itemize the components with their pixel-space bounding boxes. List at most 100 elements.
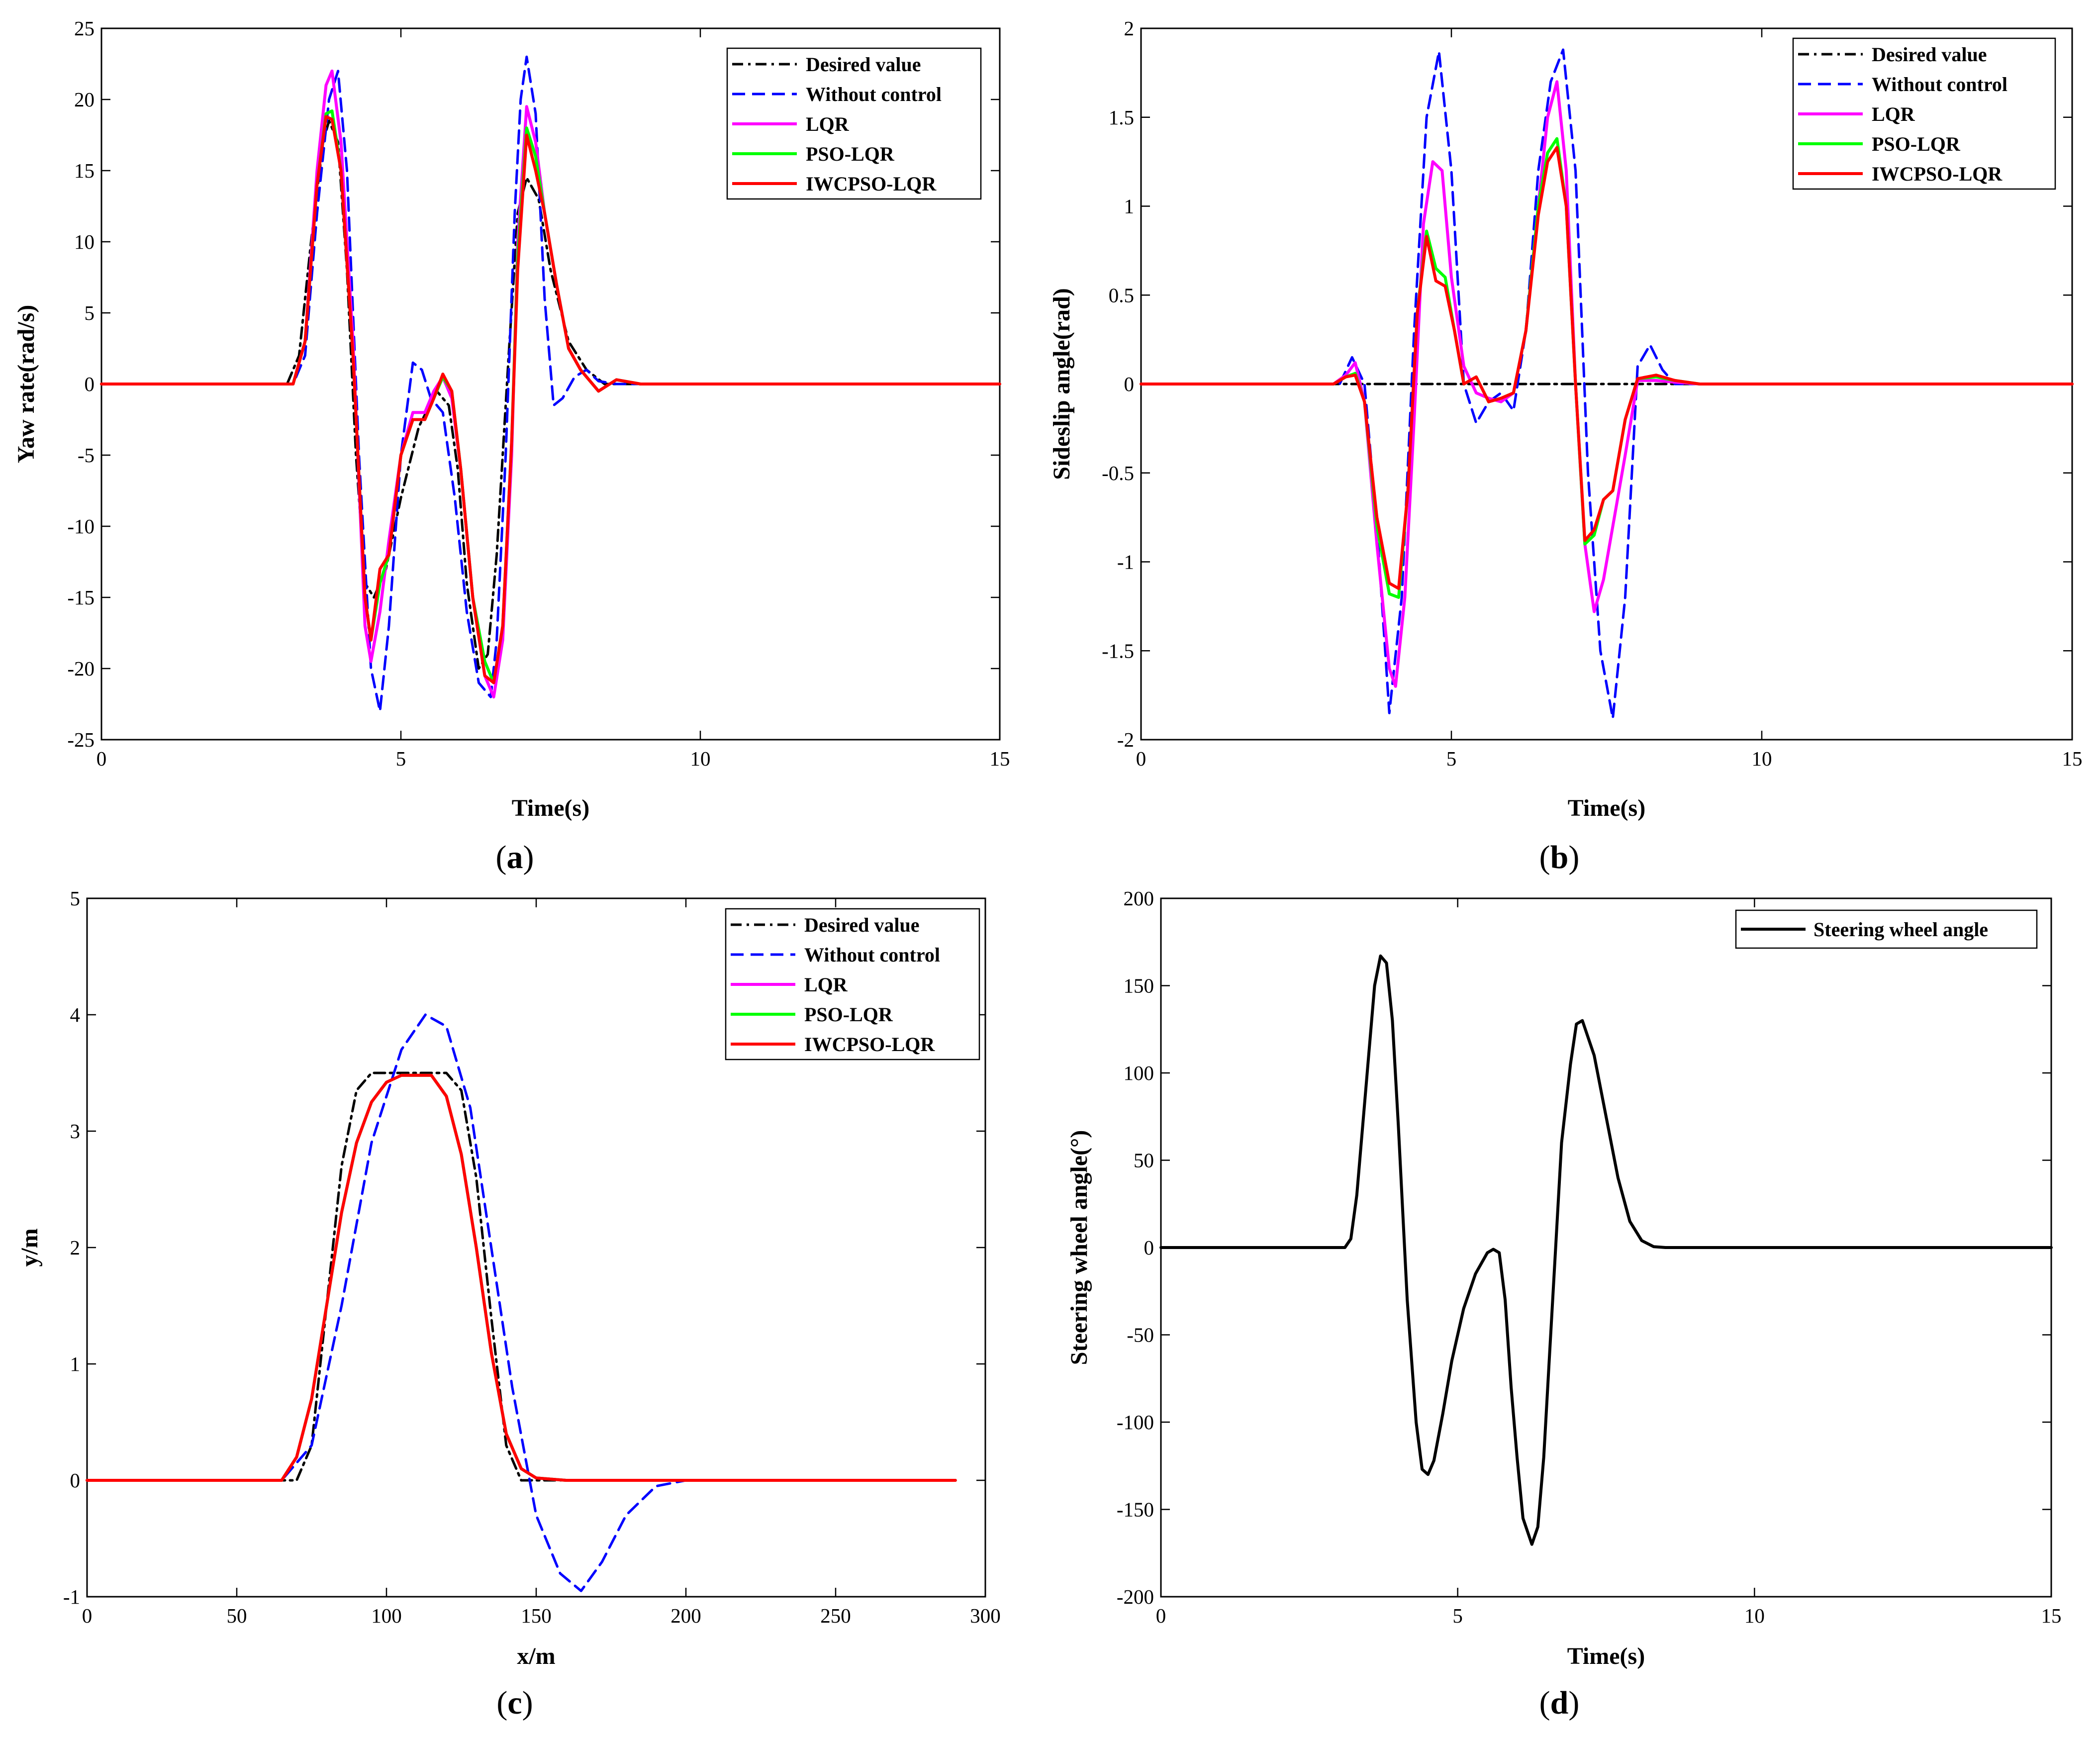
x-axis-label-b: Time(s) (1568, 795, 1645, 821)
y-tick-label-d: 100 (1124, 1062, 1154, 1084)
y-tick-label-b: -1.5 (1102, 639, 1134, 662)
y-tick-label-c: 1 (70, 1352, 81, 1375)
x-tick-label-b: 5 (1446, 747, 1457, 770)
x-tick-label-c: 300 (970, 1604, 1001, 1627)
y-tick-label-a: 5 (85, 301, 95, 324)
y-tick-label-c: 3 (70, 1120, 81, 1143)
x-axis-label-a: Time(s) (512, 795, 589, 821)
y-tick-label-b: -0.5 (1102, 462, 1134, 484)
y-tick-label-d: 150 (1124, 974, 1154, 997)
legend-label-steer-d: Steering wheel angle (1814, 918, 1988, 941)
series-line-a-4 (100, 115, 1001, 684)
x-tick-label-b: 10 (1752, 747, 1772, 770)
series-line-a-1 (100, 55, 1001, 713)
y-tick-label-b: 2 (1124, 17, 1135, 40)
y-tick-label-c: 5 (70, 887, 81, 910)
series-line-b-1 (1140, 48, 2074, 720)
y-axis-label-d: Steering wheel angle(°) (1066, 1130, 1092, 1365)
panel-a: 0 5 10 15 -25 -20 -15 -10 -5 0 5 10 15 20 25 Time(s) Y… (13, 17, 1010, 875)
legend-label-without-b: Without control (1872, 73, 2007, 96)
y-tick-label-a: -25 (67, 728, 95, 751)
y-tick-label-a: 10 (74, 230, 95, 253)
x-tick-label-b: 15 (2062, 747, 2083, 770)
curves-a (100, 55, 1001, 713)
legend-label-lqr-b: LQR (1872, 103, 1915, 125)
legend-box-b (1792, 37, 2056, 190)
y-tick-label-a: -15 (67, 586, 95, 609)
y-tick-label-d: 0 (1144, 1236, 1154, 1259)
y-tick-label-b: -1 (1117, 551, 1134, 574)
series-line-b-4 (1140, 146, 2074, 590)
legend-d: Steering wheel angle (1735, 909, 2038, 949)
panel-b: 0 5 10 15 -2 -1.5 -1 -0.5 0 0.5 1 1.5 2 Time(s) Side… (1049, 17, 2083, 875)
curves-c (86, 1013, 957, 1592)
legend-label-iwcpso-a: IWCPSO-LQR (806, 173, 937, 195)
y-tick-label-c: -1 (63, 1585, 80, 1608)
legend-label-desired-a: Desired value (806, 53, 921, 76)
legend-label-desired-b: Desired value (1872, 43, 1987, 66)
y-axis-label-a: Yaw rate(rad/s) (13, 305, 39, 464)
x-tick-label-c: 50 (227, 1604, 247, 1627)
y-tick-label-d: -150 (1117, 1498, 1154, 1521)
x-tick-label-d: 0 (1156, 1604, 1166, 1627)
y-tick-label-a: 0 (85, 373, 95, 395)
legend-label-pso-a: PSO-LQR (806, 143, 895, 165)
series-line-c-1 (86, 1013, 957, 1592)
x-tick-label-d: 10 (1744, 1604, 1765, 1627)
y-tick-label-d: 50 (1134, 1149, 1154, 1172)
x-tick-label-d: 5 (1452, 1604, 1463, 1627)
x-axis-label-d: Time(s) (1567, 1643, 1645, 1669)
ticks-b: 0 5 10 15 -2 -1.5 -1 -0.5 0 0.5 1 1.5 2 (1102, 17, 2082, 770)
legend-label-iwcpso-b: IWCPSO-LQR (1872, 163, 2003, 185)
caption-b: (b) (1539, 839, 1580, 875)
x-tick-label-c: 200 (670, 1604, 701, 1627)
y-axis-label-b: Sideslip angle(rad) (1049, 288, 1075, 480)
y-tick-label-a: -5 (78, 444, 95, 467)
legend-label-without-c: Without control (804, 944, 940, 966)
y-tick-label-d: -200 (1117, 1585, 1154, 1608)
x-tick-label-a: 5 (396, 747, 406, 770)
x-tick-label-b: 0 (1136, 747, 1146, 770)
x-tick-label-c: 100 (371, 1604, 402, 1627)
legend-label-pso-c: PSO-LQR (804, 1003, 893, 1026)
y-tick-label-d: -100 (1117, 1411, 1154, 1434)
y-tick-label-a: 15 (74, 159, 95, 182)
x-tick-label-d: 15 (2041, 1604, 2062, 1627)
curves-d (1159, 954, 2053, 1546)
legend-label-desired-c: Desired value (804, 914, 919, 936)
legend-label-lqr-c: LQR (804, 973, 848, 996)
legend-b: Desired value Without control LQR PSO-LQ… (1792, 37, 2056, 190)
legend-label-iwcpso-c: IWCPSO-LQR (804, 1033, 935, 1056)
legend-label-lqr-a: LQR (806, 113, 850, 135)
legend-c: Desired value Without control LQR PSO-LQ… (725, 908, 980, 1061)
series-line-b-2 (1140, 80, 2074, 688)
series-line-d-0 (1159, 954, 2053, 1546)
legend-label-without-a: Without control (806, 83, 942, 105)
y-tick-label-b: 0.5 (1109, 284, 1134, 306)
series-line-c-4 (86, 1073, 957, 1482)
y-tick-label-b: 1 (1124, 195, 1135, 218)
x-tick-label-a: 15 (990, 747, 1010, 770)
y-tick-label-b: -2 (1117, 728, 1134, 751)
y-tick-label-a: 25 (74, 17, 95, 40)
legend-label-pso-b: PSO-LQR (1872, 133, 1961, 155)
x-tick-label-a: 0 (96, 747, 107, 770)
curves-b (1140, 48, 2074, 720)
caption-d: (d) (1539, 1685, 1580, 1721)
y-tick-label-a: -20 (67, 657, 95, 680)
y-tick-label-b: 1.5 (1109, 106, 1134, 129)
ticks-d: 0 5 10 15 -200 -150 -100 -50 0 50 100 150 200 (1117, 887, 2062, 1627)
y-axis-label-c: y/m (16, 1228, 43, 1266)
x-axis-label-c: x/m (517, 1643, 555, 1669)
series-line-a-0 (100, 119, 1001, 670)
legend-a: Desired value Without control LQR PSO-LQ… (726, 47, 982, 200)
ticks-a: 0 5 10 15 -25 -20 -15 -10 -5 0 5 10 15 20 25 (67, 17, 1010, 770)
y-tick-label-b: 0 (1124, 373, 1135, 395)
y-tick-label-c: 4 (70, 1003, 81, 1026)
x-tick-label-a: 10 (690, 747, 711, 770)
panel-d: 0 5 10 15 -200 -150 -100 -50 0 50 100 150 200 Time(s… (1066, 887, 2062, 1721)
y-tick-label-c: 0 (70, 1469, 81, 1492)
x-tick-label-c: 250 (820, 1604, 851, 1627)
